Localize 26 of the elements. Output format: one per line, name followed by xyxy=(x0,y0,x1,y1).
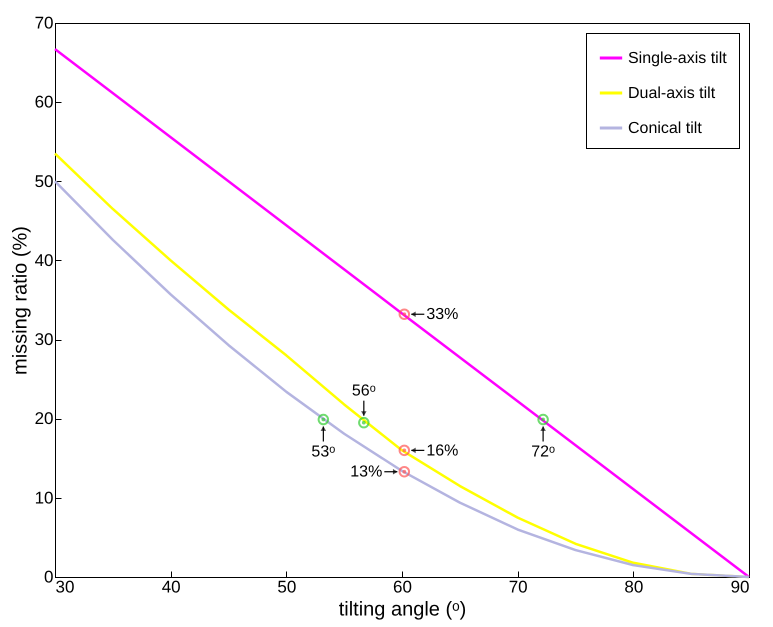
x-tick-label: 70 xyxy=(508,578,528,596)
y-tick-label: 10 xyxy=(34,488,54,508)
y-tick-label: 50 xyxy=(34,172,54,191)
legend-label: Single-axis tilt xyxy=(628,50,728,67)
x-axis-title: tilting angle (ᵒ) xyxy=(338,598,466,620)
x-tick-label: 80 xyxy=(624,578,644,596)
annotation: 33% xyxy=(426,306,458,324)
x-tick-label: 60 xyxy=(393,578,412,596)
x-tick-label: 50 xyxy=(277,578,296,596)
annotation: 13% xyxy=(350,464,382,481)
y-tick-label: 20 xyxy=(34,409,54,428)
annotation: 16% xyxy=(426,442,458,460)
y-tick-label: 60 xyxy=(34,92,54,112)
y-axis-title: missing ratio (%) xyxy=(10,226,32,375)
y-tick-label: 70 xyxy=(34,14,54,32)
annotation: 53ᵒ xyxy=(311,444,336,461)
legend-label: Dual-axis tilt xyxy=(628,85,716,102)
x-tick-label: 30 xyxy=(56,578,74,596)
annotation: 56ᵒ xyxy=(352,382,376,400)
y-tick-label: 0 xyxy=(44,568,54,586)
y-tick-label: 40 xyxy=(34,250,54,270)
x-tick-label: 40 xyxy=(162,578,181,596)
annotation: 72ᵒ xyxy=(531,444,556,461)
x-tick-label: 90 xyxy=(730,578,750,596)
legend-label: Conical tilt xyxy=(628,120,702,137)
y-tick-label: 30 xyxy=(34,330,54,350)
